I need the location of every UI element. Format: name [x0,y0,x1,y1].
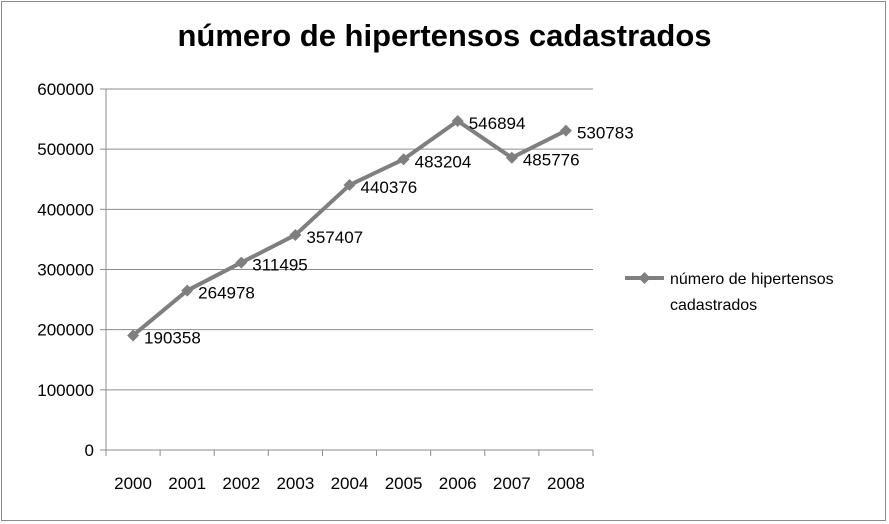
axes [100,88,594,456]
data-label: 264978 [198,284,255,303]
data-point-marker [559,124,572,137]
y-tick-label: 200000 [37,321,94,340]
legend-marker [638,272,651,284]
x-tick-label: 2005 [385,474,423,493]
data-point-marker [127,329,140,342]
data-label: 440376 [361,178,418,197]
legend-label: número de hipertensos [670,271,834,288]
x-tick-labels: 2000 2001 2002 2003 2004 2005 2006 2007 2008 [114,474,585,493]
data-point-marker [181,284,194,297]
data-point-marker [505,151,518,164]
x-tick-label: 2001 [168,474,206,493]
legend-label: cadastrados [670,297,757,314]
y-tick-label: 100000 [37,381,94,400]
data-point-marker [451,114,464,127]
gridlines [106,88,593,391]
data-point-marker [289,228,302,241]
data-labels: 190358 264978 311495 357407 440376 483204 5468… [144,114,634,348]
y-tick-labels: 0 100000 200000 300000 400000 500000 600000 [37,80,94,460]
data-label: 546894 [469,114,526,133]
x-tick-label: 2004 [331,474,369,493]
x-tick-label: 2002 [222,474,260,493]
legend: número de hipertensos cadastrados [625,271,834,314]
data-point-marker [397,153,410,166]
data-label: 357407 [306,228,363,247]
y-tick-label: 400000 [37,200,94,219]
x-tick-label: 2006 [439,474,477,493]
chart-title: número de hipertensos cadastrados [177,18,712,53]
y-tick-label: 500000 [37,140,94,159]
y-tick-label: 600000 [37,80,94,99]
data-point-marker [343,179,356,192]
y-tick-label: 0 [85,441,94,460]
y-tick-label: 300000 [37,261,94,280]
x-tick-label: 2000 [114,474,152,493]
data-point-marker [235,256,248,269]
x-tick-label: 2007 [493,474,531,493]
data-label: 190358 [144,328,201,347]
data-label: 483204 [415,152,472,171]
series-layer [127,114,572,342]
data-label: 485776 [523,151,580,170]
data-label: 530783 [577,124,634,143]
x-tick-label: 2008 [547,474,585,493]
x-tick-label: 2003 [276,474,314,493]
data-label: 311495 [252,256,307,275]
